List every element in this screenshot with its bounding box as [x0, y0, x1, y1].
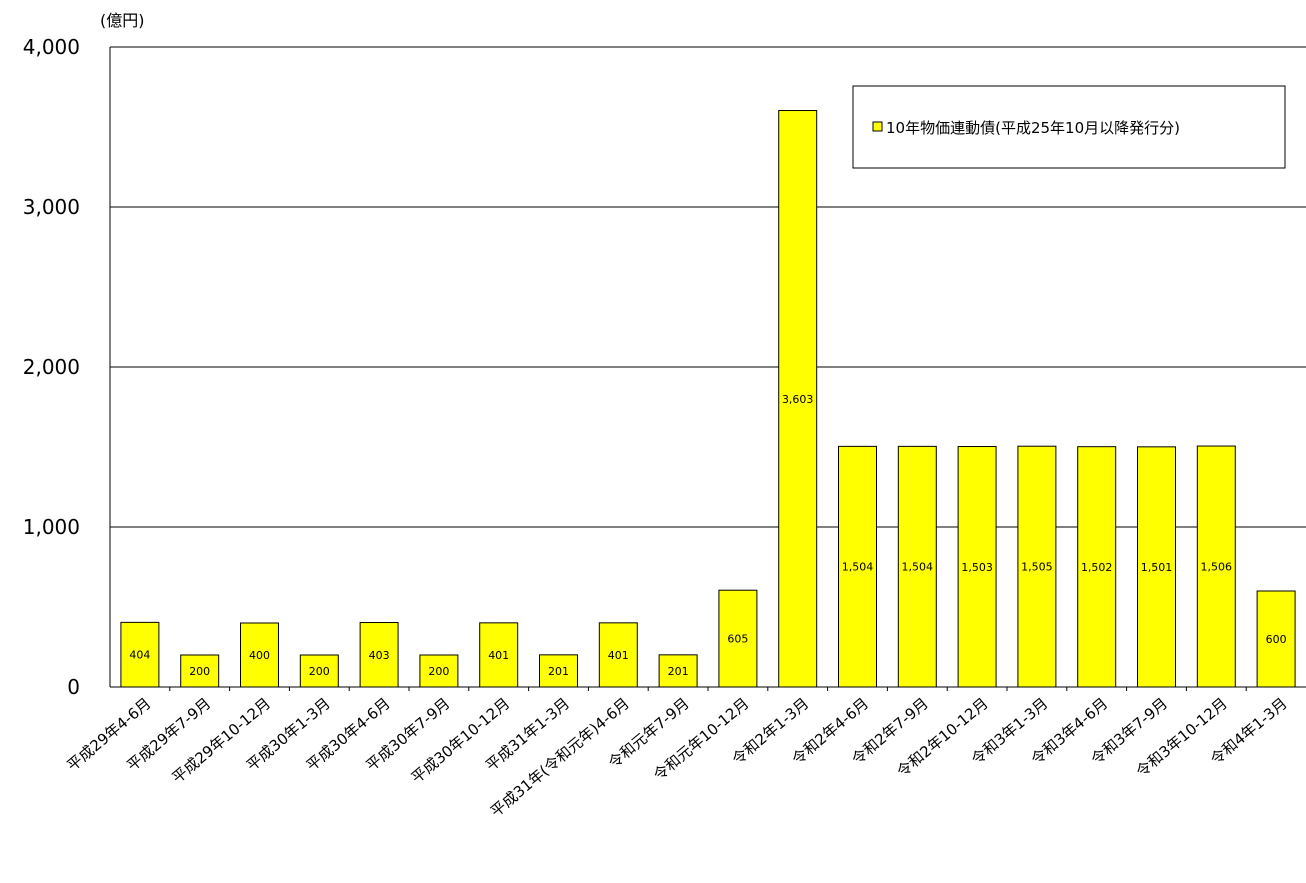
- bar-value-label: 200: [428, 665, 449, 678]
- bar: [240, 622, 279, 688]
- bar: [479, 622, 519, 688]
- bar-value-label: 605: [727, 633, 748, 646]
- legend: 10年物価連動債(平成25年10月以降発行分): [852, 85, 1286, 169]
- bar: [1137, 446, 1176, 688]
- bar-value-label: 201: [668, 665, 689, 678]
- bar-value-label: 3,603: [782, 393, 814, 406]
- legend-label: 10年物価連動債(平成25年10月以降発行分): [886, 119, 1180, 137]
- bar: [539, 654, 578, 688]
- bar: [658, 654, 698, 688]
- y-tick-label: 4,000: [23, 35, 80, 59]
- x-axis-ticks: 平成29年4-6月平成29年7-9月平成29年10-12月平成30年1-3月平成…: [64, 687, 1291, 821]
- bar: [359, 622, 399, 688]
- bar: [1256, 590, 1296, 688]
- y-tick-label: 0: [67, 675, 80, 699]
- unit-label: (億円): [100, 11, 145, 30]
- bar: [1017, 445, 1057, 688]
- bar-value-label: 1,501: [1141, 561, 1173, 574]
- bar-value-label: 400: [249, 649, 270, 662]
- bar-value-label: 1,503: [961, 561, 993, 574]
- bar: [897, 445, 937, 688]
- y-tick-label: 2,000: [23, 355, 80, 379]
- bar: [1196, 445, 1236, 688]
- x-tick-label: 平成29年10-12月: [169, 694, 275, 787]
- bar: [957, 446, 997, 688]
- bar: [718, 589, 758, 688]
- bar: [120, 621, 160, 688]
- bar-value-label: 201: [548, 665, 569, 678]
- bar-value-label: 404: [129, 649, 150, 662]
- bar: [778, 110, 818, 688]
- bar-value-label: 1,506: [1201, 561, 1233, 574]
- bar-value-label: 401: [608, 649, 629, 662]
- bar-value-label: 1,504: [902, 561, 934, 574]
- bar: [419, 654, 459, 688]
- bar: [1077, 446, 1117, 688]
- legend-box: [852, 85, 1286, 169]
- legend-swatch: [872, 121, 883, 132]
- y-tick-label: 1,000: [23, 515, 80, 539]
- y-tick-label: 3,000: [23, 195, 80, 219]
- bar-value-label: 200: [189, 665, 210, 678]
- axes: [109, 47, 1306, 688]
- bar: [299, 654, 339, 688]
- bar-value-label: 401: [488, 649, 509, 662]
- bar-value-label: 1,502: [1081, 561, 1113, 574]
- x-tick-label: 平成30年10-12月: [408, 694, 514, 787]
- bar-value-label: 1,504: [842, 561, 874, 574]
- bar: [598, 622, 638, 688]
- bar-value-label: 1,505: [1021, 561, 1053, 574]
- bar-value-label: 200: [309, 665, 330, 678]
- bar-value-label: 600: [1266, 633, 1287, 646]
- bar-value-label: 403: [369, 649, 390, 662]
- y-axis-ticks: 0 1,000 2,000 3,000 4,000: [23, 35, 80, 699]
- bars: 404 200 400 200 403 200 401 201 401 201 605 3,603 1,…: [120, 110, 1296, 688]
